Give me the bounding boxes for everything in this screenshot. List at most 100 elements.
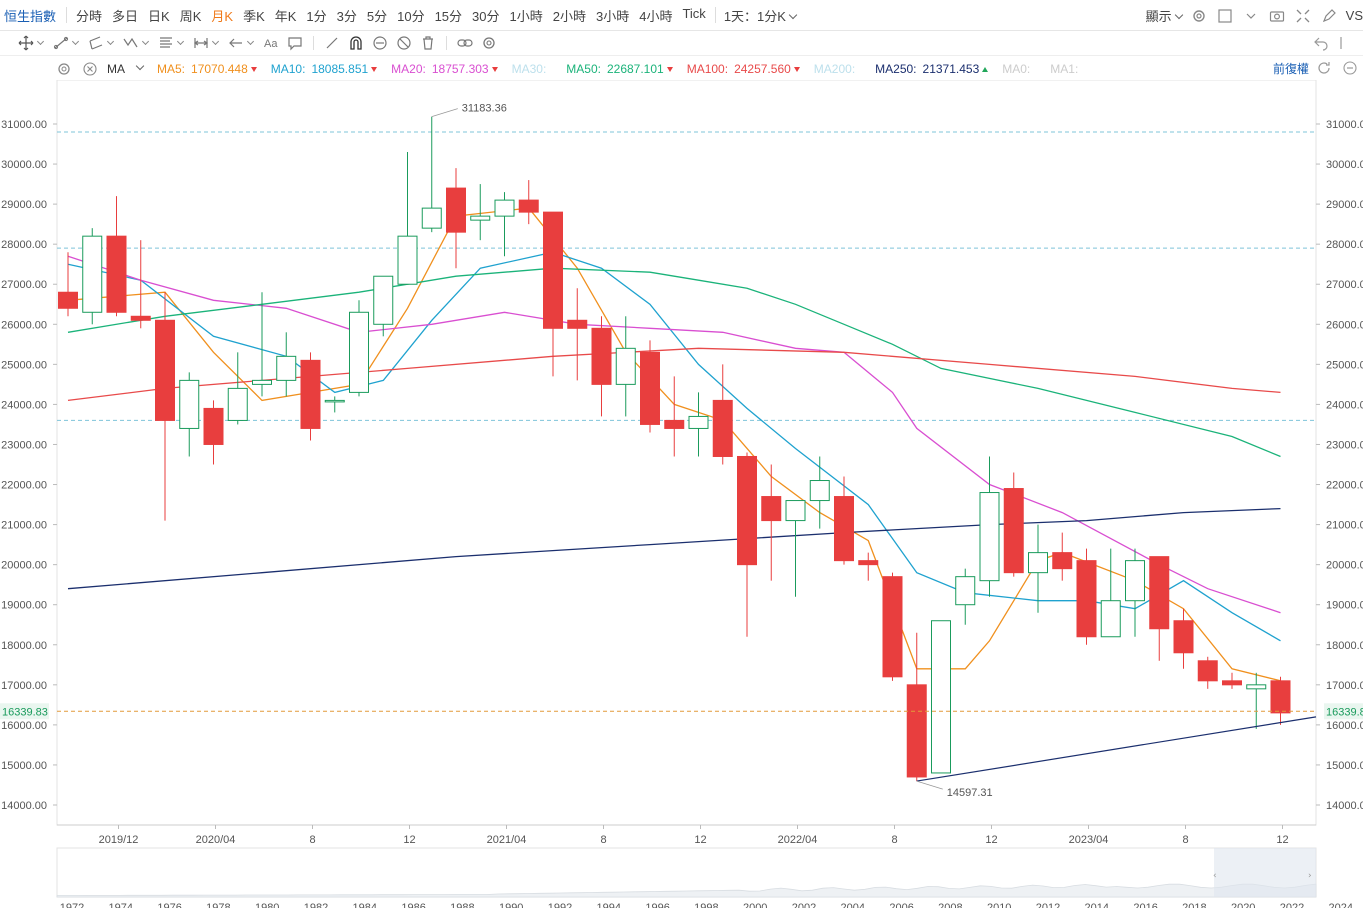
gear-icon[interactable] <box>1191 8 1207 24</box>
legend-item-value: 18085.851 <box>311 62 369 76</box>
indicator-name[interactable]: MA <box>107 62 125 76</box>
adjust-mode[interactable]: 前復權 <box>1272 62 1309 76</box>
fibonacci-icon[interactable] <box>158 35 174 51</box>
trash-icon[interactable] <box>420 35 436 51</box>
y-tick-label: 20000.00 <box>1326 560 1363 572</box>
period-tab[interactable]: Tick <box>682 5 706 21</box>
navigator-year-label: 2012 <box>1036 902 1060 908</box>
period-tab[interactable]: 4小時 <box>639 8 673 24</box>
undo-redo <box>1309 35 1357 51</box>
legend-item-ma200[interactable]: MA200: <box>814 62 861 76</box>
y-tick-label: 16000.00 <box>1326 720 1363 732</box>
undo-icon[interactable] <box>1313 35 1329 51</box>
legend-item-value: 21371.453 <box>922 62 980 76</box>
legend-item-ma100[interactable]: MA100: 24257.560 <box>687 62 800 76</box>
y-tick-label: 21000.00 <box>1326 520 1363 532</box>
period-tab[interactable]: 3分 <box>336 8 357 24</box>
settings-icon[interactable] <box>481 35 497 51</box>
candle-body <box>955 576 976 606</box>
y-tick-label: 27000.00 <box>1326 279 1363 291</box>
y-tick-label: 14000.00 <box>1326 800 1363 812</box>
arrow-down-icon <box>250 66 257 72</box>
period-tab[interactable]: 周K <box>179 8 202 24</box>
display-select[interactable]: 顯示 <box>1142 6 1186 25</box>
chevron-down-icon[interactable] <box>106 37 115 46</box>
lock-icon[interactable] <box>372 35 388 51</box>
chevron-down-icon[interactable] <box>1243 8 1259 24</box>
legend-item-ma20[interactable]: MA20: 18757.303 <box>391 62 498 76</box>
x-tick-label: 12 <box>694 834 706 846</box>
legend-item-ma0[interactable]: MA0: <box>1002 62 1036 76</box>
chevron-down-icon[interactable] <box>36 37 45 46</box>
legend-item-ma5[interactable]: MA5: 17070.448 <box>157 62 257 76</box>
navigator-year-label: 1990 <box>499 902 523 908</box>
period-tab[interactable]: 15分 <box>434 8 463 24</box>
camera-icon[interactable] <box>1269 8 1285 24</box>
candle-body <box>397 235 418 285</box>
y-tick-label: 24000.00 <box>1 399 47 411</box>
trendline-icon[interactable] <box>53 35 69 51</box>
period-tab[interactable]: 10分 <box>397 8 425 24</box>
y-tick-label: 15000.00 <box>1326 760 1363 772</box>
fullscreen-icon[interactable] <box>1295 8 1311 24</box>
settings-icon[interactable] <box>56 61 72 77</box>
candle-body <box>518 199 539 213</box>
minimize-icon[interactable] <box>1342 60 1358 76</box>
crosshair-icon[interactable] <box>18 35 34 51</box>
ruler-icon[interactable] <box>324 35 340 51</box>
reset-icon[interactable] <box>1316 60 1332 76</box>
period-tab[interactable]: 季K <box>243 8 265 24</box>
period-tab[interactable]: 多日 <box>112 8 139 24</box>
redo-icon[interactable] <box>1337 35 1353 51</box>
arrow-down-icon <box>793 66 800 72</box>
interval-select[interactable]: 1天：1分K <box>720 6 800 25</box>
parallel-channel-icon[interactable] <box>88 35 104 51</box>
chevron-down-icon[interactable] <box>246 37 255 46</box>
legend-item-ma30[interactable]: MA30: <box>512 62 553 76</box>
chevron-down-icon[interactable] <box>211 37 220 46</box>
navigator-year-label: 1984 <box>353 902 377 908</box>
compare-button[interactable]: VS <box>1345 8 1363 23</box>
period-tabs: 分時 多日 日K 周K 月K 季K 年K 1分 3分 5分 10分 15分 30分 1小時 2小時 3小時 4小… <box>71 6 711 25</box>
arrow-left-icon[interactable] <box>228 35 244 51</box>
period-tab[interactable]: 月K <box>211 8 234 24</box>
period-tab[interactable]: 1分 <box>306 8 327 24</box>
legend-item-ma50[interactable]: MA50: 22687.101 <box>566 62 673 76</box>
legend-tools <box>1311 60 1363 76</box>
magnet-icon[interactable] <box>348 35 364 51</box>
comment-icon[interactable] <box>287 35 303 51</box>
layout-icon[interactable] <box>1217 8 1233 24</box>
legend-item-name: MA20: <box>391 62 426 76</box>
hide-icon[interactable] <box>396 35 412 51</box>
chevron-down-icon[interactable] <box>135 61 145 71</box>
legend-item-ma250[interactable]: MA250: 21371.453 <box>875 62 989 76</box>
y-tick-label: 25000.00 <box>1326 359 1363 371</box>
period-tab[interactable]: 分時 <box>76 8 103 24</box>
period-tab[interactable]: 年K <box>274 8 297 24</box>
close-icon[interactable] <box>82 61 98 77</box>
chevron-down-icon[interactable] <box>176 37 185 46</box>
navigator-year-label: 1980 <box>255 902 279 908</box>
index-name[interactable]: 恒生指數 <box>4 8 57 24</box>
period-tab[interactable]: 30分 <box>472 8 500 24</box>
pencil-icon[interactable] <box>1321 8 1337 24</box>
wave-icon[interactable] <box>123 35 139 51</box>
interval-select-label: 1天：1分K <box>723 8 786 24</box>
period-tab[interactable]: 5分 <box>366 8 388 24</box>
x-tick-label: 12 <box>403 834 415 846</box>
y-tick-label: 19000.00 <box>1326 600 1363 612</box>
legend-item-ma1[interactable]: MA1: <box>1050 62 1084 76</box>
period-tab[interactable]: 3小時 <box>595 8 630 24</box>
measure-icon[interactable] <box>193 35 209 51</box>
period-tab[interactable]: 2小時 <box>552 8 586 24</box>
period-tab[interactable]: 日K <box>148 8 170 24</box>
navigator-year-label: 2008 <box>938 902 962 908</box>
link-icon[interactable] <box>457 35 473 51</box>
candlestick-chart[interactable]: 14000.00 14000.00 15000.00 15000.00 16000.00… <box>0 80 1363 908</box>
x-tick-label: 12 <box>1276 834 1288 846</box>
text-tool-icon[interactable]: Aa <box>263 35 279 51</box>
chevron-down-icon[interactable] <box>71 37 80 46</box>
legend-item-ma10[interactable]: MA10: 18085.851 <box>271 62 378 76</box>
chevron-down-icon[interactable] <box>141 37 150 46</box>
period-tab[interactable]: 1小時 <box>509 8 543 24</box>
